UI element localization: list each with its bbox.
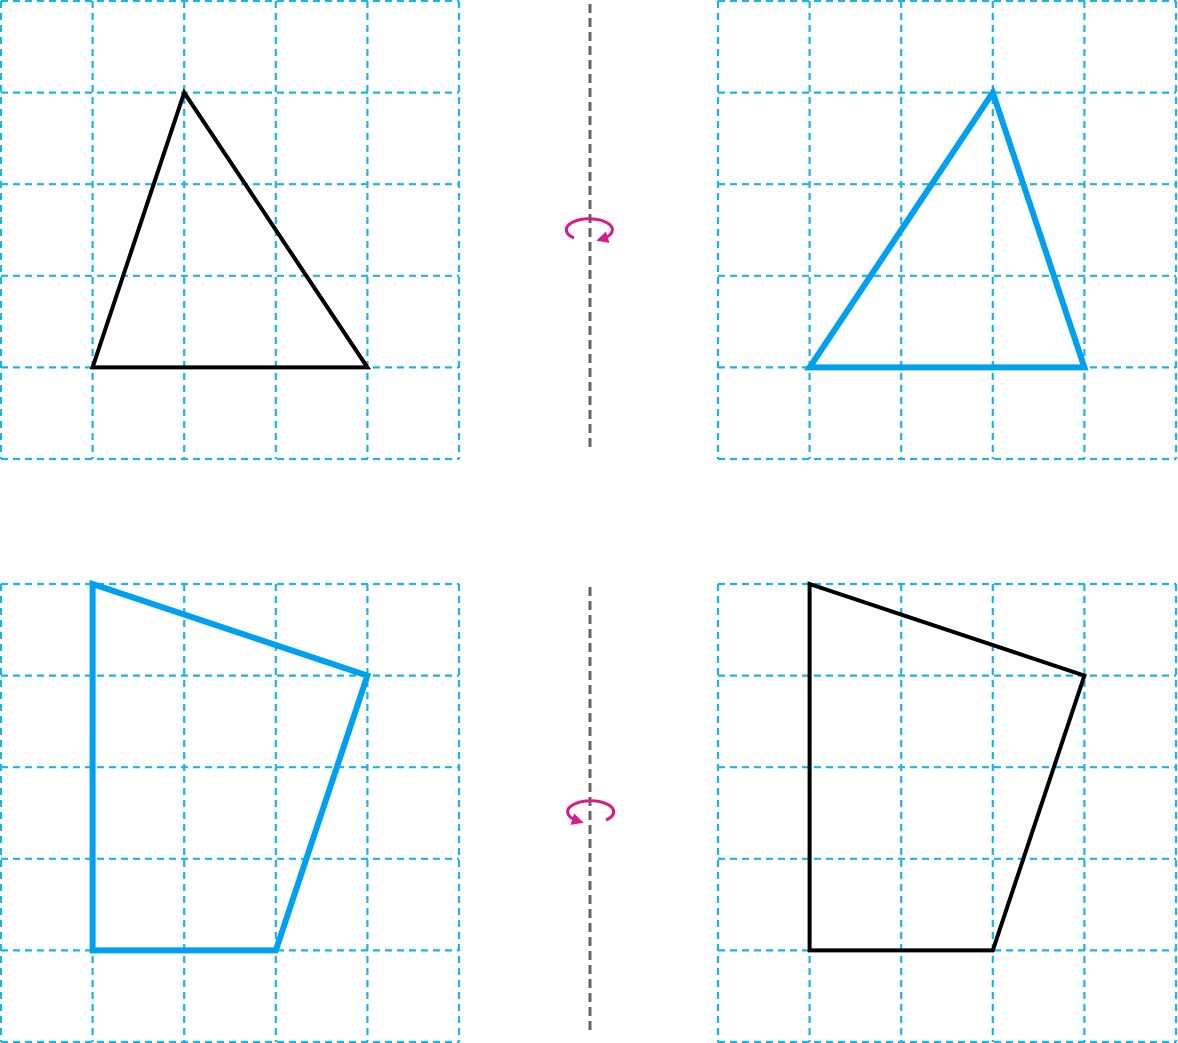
reflected-triangle (803, 85, 1089, 371)
original-triangle (89, 88, 372, 370)
top-right-grid (716, 0, 1178, 461)
bottom-rotation-arrow-icon (566, 799, 616, 825)
bottom-mirror-axis (566, 587, 616, 1035)
grid-lines (716, 582, 1178, 1043)
grid-lines (716, 0, 1178, 461)
grid-lines (0, 582, 461, 1043)
bottom-right-grid (716, 581, 1178, 1043)
reflected-quadrilateral (89, 579, 372, 954)
bottom-left-grid (0, 579, 461, 1043)
grid-lines (0, 0, 461, 461)
top-left-grid (0, 0, 461, 461)
top-mirror-axis (564, 4, 614, 452)
top-rotation-arrow-icon (564, 217, 614, 243)
original-quadrilateral (807, 581, 1087, 953)
